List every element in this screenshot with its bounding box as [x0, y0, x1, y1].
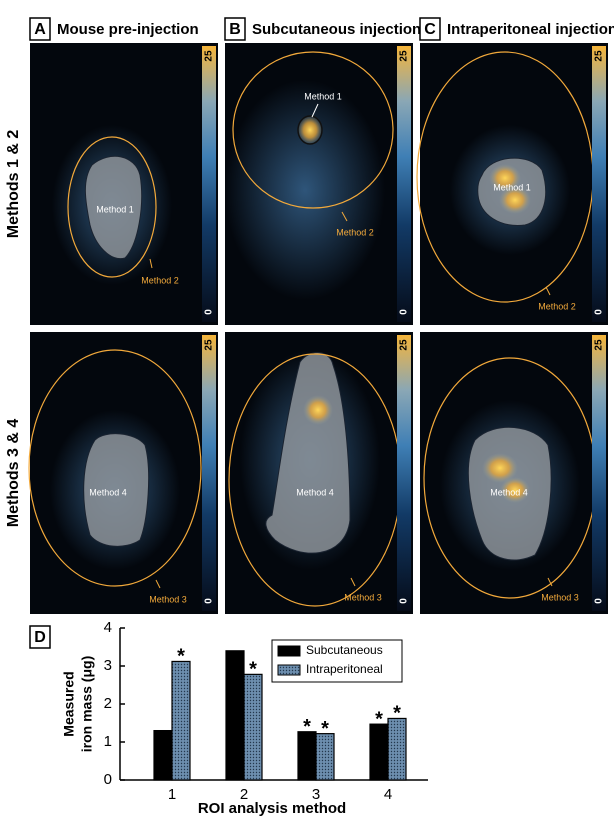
significance-marker: *: [393, 703, 401, 725]
method-label: Method 2: [141, 275, 179, 285]
panel-letter: C: [424, 21, 436, 38]
method-label: Method 3: [541, 592, 579, 602]
significance-marker: *: [375, 708, 383, 730]
bar: [172, 661, 190, 780]
method-label: Method 1: [304, 91, 342, 101]
page: A Mouse pre-injection B Subcutaneous inject…: [0, 0, 614, 816]
bar: [298, 732, 316, 780]
colorbar: [592, 46, 606, 322]
y-axis-label: iron mass (μg): [79, 656, 95, 752]
colorbar-tick-label: 0: [594, 309, 605, 315]
y-tick-label: 4: [104, 619, 112, 636]
colorbar-tick-label: 0: [204, 309, 215, 315]
y-tick-label: 1: [104, 733, 112, 750]
y-tick-label: 3: [104, 657, 112, 674]
bar: [244, 674, 262, 780]
colorbar-tick-label: 0: [594, 598, 605, 604]
x-axis-label: ROI analysis method: [198, 800, 346, 816]
colorbar: [397, 335, 411, 611]
significance-marker: *: [249, 659, 257, 681]
method-label: Method 1: [493, 182, 531, 192]
panel-letter: B: [229, 21, 241, 38]
method-label: Method 4: [296, 487, 334, 497]
panel-letter: D: [34, 629, 46, 646]
significance-marker: *: [177, 646, 185, 668]
significance-marker: *: [303, 716, 311, 738]
method-label: Method 4: [89, 487, 127, 497]
panel-letter: A: [34, 21, 46, 38]
colorbar-tick-label: 25: [399, 339, 410, 351]
legend-label: Subcutaneous: [306, 643, 383, 657]
x-tick-label: 1: [168, 786, 176, 803]
colorbar-tick-label: 25: [399, 50, 410, 62]
x-tick-label: 2: [240, 786, 248, 803]
method-label: Method 4: [490, 487, 528, 497]
column-title: Subcutaneous injection: [252, 21, 421, 38]
y-tick-label: 2: [104, 695, 112, 712]
method-label: Method 1: [96, 204, 134, 214]
legend-swatch: [278, 646, 300, 656]
x-tick-label: 4: [384, 786, 392, 803]
colorbar-tick-label: 25: [594, 50, 605, 62]
colorbar-tick-label: 25: [204, 339, 215, 351]
y-axis-label: Measured: [61, 671, 77, 736]
legend-swatch: [278, 665, 300, 675]
column-title: Mouse pre-injection: [57, 21, 199, 38]
hot-spot: [297, 115, 323, 145]
y-tick-label: 0: [104, 771, 112, 788]
method-label: Method 3: [344, 592, 382, 602]
hot-spot: [303, 395, 333, 425]
method-label: Method 2: [336, 227, 374, 237]
method-label: Method 3: [149, 594, 187, 604]
bar: [154, 731, 172, 780]
row-label: Methods 3 & 4: [5, 419, 22, 528]
figure: A Mouse pre-injection B Subcutaneous inject…: [0, 0, 614, 816]
legend-label: Intraperitoneal: [306, 662, 383, 676]
significance-marker: *: [321, 718, 329, 740]
bar: [370, 724, 388, 780]
colorbar: [202, 46, 216, 322]
colorbar-tick-label: 25: [594, 339, 605, 351]
bar: [226, 651, 244, 780]
colorbar-tick-label: 0: [204, 598, 215, 604]
row-label: Methods 1 & 2: [5, 130, 22, 239]
colorbar: [397, 46, 411, 322]
colorbar-tick-label: 25: [204, 50, 215, 62]
colorbar-tick-label: 0: [399, 598, 410, 604]
colorbar: [202, 335, 216, 611]
column-title: Intraperitoneal injection: [447, 21, 614, 38]
method-label: Method 2: [538, 301, 576, 311]
signal-glow: [225, 80, 385, 300]
bar: [388, 718, 406, 780]
bar: [316, 734, 334, 780]
colorbar: [592, 335, 606, 611]
x-tick-label: 3: [312, 786, 320, 803]
colorbar-tick-label: 0: [399, 309, 410, 315]
